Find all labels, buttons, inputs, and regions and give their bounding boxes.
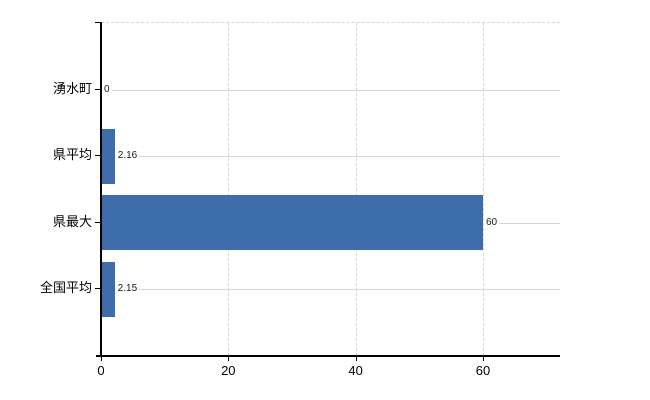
- y-axis-top-tick: [95, 22, 101, 23]
- x-axis-tick-label: 40: [348, 363, 363, 378]
- vertical-gridline: [228, 23, 230, 356]
- x-axis-tick: [101, 356, 102, 361]
- bar-value-label: 0: [102, 82, 112, 97]
- plot-area: 0 2.16 60 2.15: [101, 22, 560, 356]
- x-axis-tick: [355, 356, 357, 361]
- bar-value-label: 60: [483, 215, 500, 230]
- y-axis-line: [100, 22, 102, 356]
- x-axis-tick-label: 20: [221, 363, 236, 378]
- x-axis-tick-label: 0: [97, 363, 105, 378]
- category-label: 県平均: [52, 147, 92, 163]
- y-axis-tick: [95, 221, 101, 223]
- bar: [101, 261, 115, 317]
- y-axis-tick: [95, 155, 101, 157]
- x-axis-tick-label: 60: [475, 363, 491, 378]
- horizontal-gridline: [101, 156, 560, 158]
- horizontal-gridline: [101, 289, 560, 291]
- category-label: 全国平均: [39, 280, 92, 296]
- x-axis-line: [96, 355, 560, 357]
- x-axis-tick: [228, 356, 230, 361]
- vertical-gridline: [482, 23, 484, 356]
- x-axis-tick: [482, 356, 484, 361]
- horizontal-gridline: [101, 89, 560, 91]
- bar: [101, 128, 115, 184]
- vertical-gridline: [355, 23, 357, 356]
- category-label: 湧水町: [52, 80, 92, 96]
- y-axis-tick: [95, 288, 101, 290]
- bar: [101, 195, 483, 251]
- bar-value-label: 2.16: [115, 149, 140, 164]
- category-label: 県最大: [52, 213, 92, 229]
- bar-value-label: 2.15: [115, 282, 140, 297]
- y-axis-tick: [95, 88, 101, 90]
